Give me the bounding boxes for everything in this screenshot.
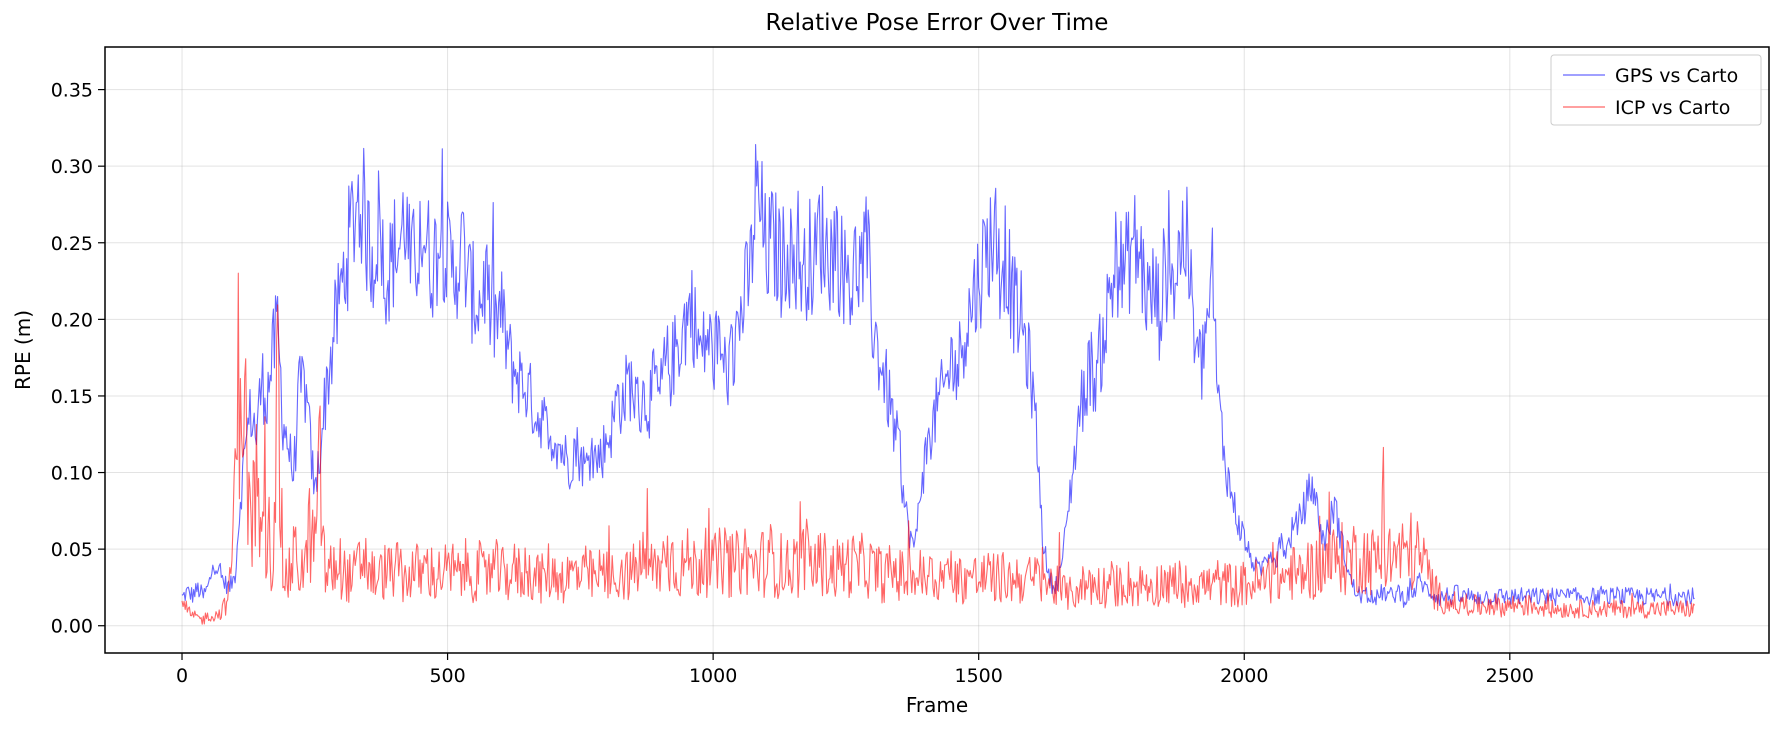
x-axis-label: Frame — [906, 693, 968, 717]
series-line-icp — [181, 272, 1696, 625]
x-tick-label: 1500 — [955, 665, 1003, 687]
legend-label-gps: GPS vs Carto — [1615, 65, 1738, 87]
y-tick-label: 0.05 — [51, 539, 93, 561]
legend-label-icp: ICP vs Carto — [1615, 97, 1730, 119]
y-tick-label: 0.20 — [51, 309, 93, 331]
y-tick-label: 0.30 — [51, 156, 93, 178]
y-tick-label: 0.25 — [51, 233, 93, 255]
tick-layer: 0 500 1000 1500 2000 2500 0.00 0.05 0.10 0.15 0.20… — [51, 80, 1534, 687]
legend: GPS vs Carto ICP vs Carto — [1550, 54, 1762, 126]
x-tick-label: 0 — [176, 665, 188, 687]
x-tick-label: 1000 — [689, 665, 737, 687]
plot-frame — [104, 46, 1770, 654]
chart-title: Relative Pose Error Over Time — [766, 10, 1109, 36]
y-tick-label: 0.10 — [51, 463, 93, 485]
x-tick-label: 500 — [429, 665, 465, 687]
series-line-gps — [181, 143, 1695, 608]
y-tick-label: 0.15 — [51, 386, 93, 408]
x-tick-label: 2500 — [1486, 665, 1534, 687]
y-tick-label: 0.00 — [51, 616, 93, 638]
x-tick-label: 2000 — [1220, 665, 1268, 687]
y-axis-label: RPE (m) — [11, 310, 35, 390]
series-layer — [181, 143, 1696, 625]
y-tick-label: 0.35 — [51, 80, 93, 102]
